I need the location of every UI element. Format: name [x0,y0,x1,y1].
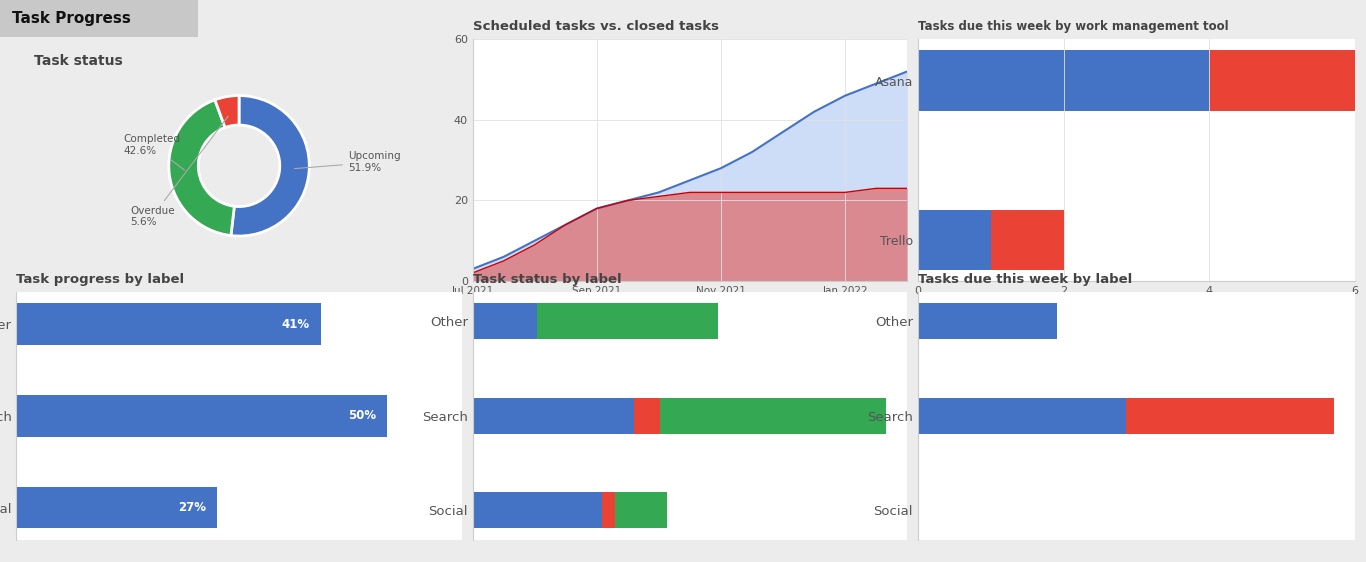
Bar [602,492,615,528]
Text: Upcoming
51.9%: Upcoming 51.9% [295,152,400,173]
Text: Task Progress: Task Progress [12,11,131,26]
Wedge shape [214,96,239,128]
Bar [16,487,217,528]
Text: Scheduled tasks vs. closed tasks: Scheduled tasks vs. closed tasks [473,20,719,33]
Bar [473,492,602,528]
Bar [918,398,1126,434]
Bar [634,398,660,434]
Text: Tasks due this week by work management tool: Tasks due this week by work management t… [918,20,1228,33]
Bar [615,492,667,528]
Text: 41%: 41% [281,318,310,330]
Legend: Total scheduled tasks, Completed scheduled tasks: Total scheduled tasks, Completed schedul… [540,302,840,320]
Bar [16,303,321,345]
Text: Task status: Task status [34,54,123,68]
Text: Task status by label: Task status by label [473,273,622,285]
Bar [1126,398,1335,434]
Bar [537,303,719,339]
Bar [473,398,634,434]
Text: Tasks due this week by label: Tasks due this week by label [918,273,1132,285]
Bar [918,210,990,270]
Text: Completed
42.6%: Completed 42.6% [123,134,184,170]
Text: Task progress by label: Task progress by label [16,273,184,285]
Text: 27%: 27% [178,501,206,514]
Bar [918,51,1209,111]
Bar [16,395,388,437]
Text: Overdue
5.6%: Overdue 5.6% [130,116,228,227]
Legend: Due this week, Overdue: Due this week, Overdue [1048,297,1225,315]
Wedge shape [169,100,235,235]
Bar [473,303,537,339]
Wedge shape [231,96,309,236]
Bar [918,303,1057,339]
Bar [990,210,1064,270]
Bar [1209,51,1355,111]
Bar [660,398,887,434]
Text: 50%: 50% [348,409,377,423]
